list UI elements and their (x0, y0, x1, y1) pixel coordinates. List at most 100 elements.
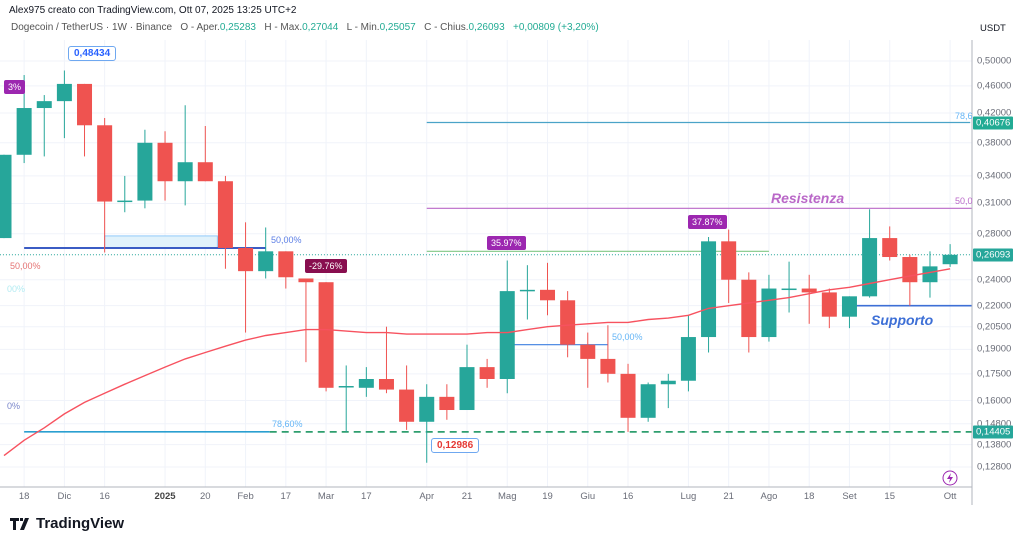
fib-label: 50,00% (271, 235, 302, 245)
candle-body (358, 378, 374, 388)
candle-body (620, 373, 636, 418)
candle-body (56, 83, 72, 102)
time-tick-label: 16 (99, 491, 110, 502)
candle-body (781, 288, 797, 291)
price-tag: 0,26093 (973, 248, 1014, 262)
time-tick-label: 18 (803, 491, 815, 502)
candle-body (922, 266, 938, 283)
time-tick-label: Ott (943, 491, 957, 502)
candle (298, 278, 314, 363)
candle-body (16, 108, 32, 155)
support-label[interactable]: Supporto (871, 312, 934, 328)
time-tick-label: 17 (361, 491, 372, 502)
candle-body (519, 289, 535, 292)
candle-body (378, 378, 394, 390)
candle-body (298, 278, 314, 283)
low-callout[interactable]: 0,12986 (431, 438, 480, 453)
time-tick-label: Mag (498, 491, 517, 502)
candle-body (882, 238, 898, 258)
time-tick-label: Set (842, 491, 857, 502)
fib-label: 00% (7, 284, 26, 294)
candle-body (459, 367, 475, 411)
pct-rise-label[interactable]: 35.97% (487, 236, 526, 250)
candle (338, 365, 354, 432)
candle (439, 384, 455, 420)
candle (399, 365, 415, 430)
time-tick-label: 18 (18, 491, 30, 502)
candle (97, 117, 113, 253)
high-callout[interactable]: 0,48434 (68, 46, 117, 61)
candle-body (399, 389, 415, 422)
candle (741, 272, 757, 353)
candle (821, 288, 837, 329)
candle-body (318, 282, 334, 388)
candle-body (278, 251, 294, 278)
candle (197, 126, 213, 182)
candle (922, 251, 938, 298)
pct-drop-label[interactable]: -29.76% (305, 259, 347, 273)
candle (318, 282, 334, 392)
candle-body (117, 200, 133, 203)
price-tag: 0,14405 (973, 425, 1014, 439)
candle-body (137, 142, 153, 201)
candle-body (801, 288, 817, 293)
resistance-label[interactable]: Resistenza (771, 190, 845, 206)
pct-rise-label[interactable]: 37.87% (688, 215, 727, 229)
candle-body (540, 289, 556, 301)
candle (358, 367, 374, 397)
price-tick-label: 0,38000 (977, 137, 1012, 149)
tradingview-logo-icon (10, 517, 29, 530)
candle (459, 344, 475, 411)
candle (600, 325, 616, 383)
candle-body (942, 254, 958, 265)
currency-label[interactable]: USDT (980, 23, 1006, 34)
candle (761, 274, 777, 342)
price-tick-label: 0,22000 (977, 300, 1012, 312)
time-tick-label: Giu (580, 491, 596, 502)
candle-body (701, 241, 717, 338)
price-tick-label: 0,31000 (977, 197, 1012, 209)
candle (137, 129, 153, 209)
candle (419, 384, 435, 463)
candle (378, 326, 394, 394)
price-tick-label: 0,34000 (977, 170, 1012, 182)
candle-body (197, 162, 213, 182)
time-tick-label: 15 (884, 491, 896, 502)
candle (721, 229, 737, 303)
time-tick-label: Lug (680, 491, 697, 502)
candle (177, 105, 193, 206)
price-tick-label: 0,19000 (977, 343, 1012, 355)
candle (519, 265, 535, 320)
fib-zone (104, 235, 218, 249)
price-tick-label: 0,13800 (977, 439, 1012, 451)
candle-body (640, 384, 656, 418)
candle-body (36, 101, 52, 109)
candle (620, 363, 636, 432)
candle-body (217, 181, 233, 248)
price-tick-label: 0,50000 (977, 55, 1012, 67)
attribution: Alex975 creato con TradingView.com, Ott … (9, 5, 297, 16)
candle-body (560, 300, 576, 345)
symbol: Dogecoin / TetherUS · 1W · Binance (11, 22, 173, 33)
candle-body (258, 251, 274, 272)
candle-body (479, 367, 495, 379)
candle-body (499, 291, 515, 379)
candle (841, 296, 857, 329)
candle (801, 274, 817, 324)
candle (238, 222, 254, 333)
candle-body (721, 241, 737, 280)
tradingview-logo[interactable]: TradingView (10, 515, 124, 532)
pct-label-left[interactable]: 3% (4, 80, 26, 94)
candle-body (338, 386, 354, 388)
grid (0, 40, 972, 487)
candle (640, 382, 656, 422)
fib-label: 50,00% (10, 261, 41, 271)
price-tick-label: 0,24000 (977, 274, 1012, 286)
time-tick-label: 2025 (154, 491, 176, 502)
candle (36, 95, 52, 157)
price-tick-label: 0,28000 (977, 228, 1012, 240)
candle (902, 254, 918, 306)
candle (77, 83, 93, 157)
candle (56, 70, 72, 139)
